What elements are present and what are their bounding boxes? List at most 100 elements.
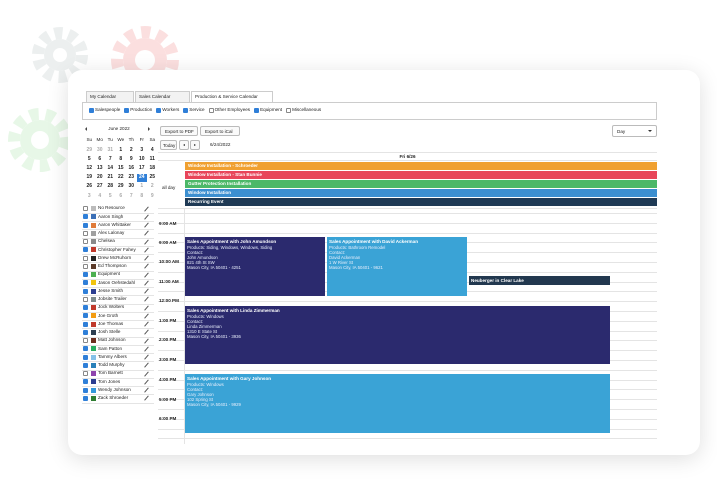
- resource-name: Chelsea: [98, 238, 115, 244]
- event-detail: 1 W River St: [329, 260, 354, 265]
- day-cell[interactable]: 16: [128, 165, 135, 172]
- filter-checkbox[interactable]: [208, 108, 214, 113]
- day-cell[interactable]: 9: [150, 192, 154, 199]
- resource-checkbox[interactable]: [83, 272, 88, 277]
- filter-checkbox[interactable]: [124, 108, 130, 113]
- resource-checkbox[interactable]: [83, 206, 88, 211]
- resource-checkbox[interactable]: [83, 255, 88, 261]
- day-cell[interactable]: 31: [107, 146, 114, 153]
- day-cell[interactable]: 3: [140, 146, 144, 153]
- tab[interactable]: My Calendar: [86, 91, 134, 102]
- day-cell[interactable]: 22: [117, 174, 124, 181]
- day-cell[interactable]: 25: [149, 174, 156, 181]
- date-picker[interactable]: 6/24/2022: [210, 141, 231, 147]
- resource-checkbox[interactable]: [83, 346, 88, 352]
- today-button[interactable]: Today: [160, 140, 177, 150]
- day-cell[interactable]: 4: [150, 146, 154, 153]
- resource-checkbox[interactable]: [83, 296, 88, 302]
- all-day-event[interactable]: Window Installation: [185, 189, 657, 197]
- resource-checkbox[interactable]: [83, 371, 88, 376]
- day-cell[interactable]: 1: [140, 183, 144, 190]
- view-select[interactable]: Day: [612, 125, 657, 137]
- resource-divider: [82, 320, 154, 321]
- day-cell[interactable]: 26: [86, 183, 93, 190]
- day-cell[interactable]: 19: [86, 174, 93, 181]
- day-cell[interactable]: 17: [138, 165, 145, 172]
- all-day-event[interactable]: Window Installation - Stan Bunnie: [185, 171, 657, 179]
- resource-checkbox[interactable]: [83, 214, 88, 220]
- day-cell[interactable]: 3: [87, 192, 91, 199]
- day-cell[interactable]: 27: [96, 183, 103, 190]
- all-day-event[interactable]: Recurring Event: [185, 198, 657, 206]
- resource-checkbox[interactable]: [83, 354, 88, 360]
- export-ical[interactable]: Export to iCal: [200, 126, 240, 136]
- all-day-event[interactable]: Gutter Protection Installation: [185, 180, 657, 188]
- resource-checkbox[interactable]: [83, 263, 88, 269]
- day-cell[interactable]: 10: [138, 155, 145, 162]
- day-cell[interactable]: 23: [128, 174, 135, 181]
- day-cell[interactable]: 28: [107, 183, 114, 190]
- day-cell[interactable]: 1: [119, 146, 123, 153]
- all-day-event[interactable]: Window Installation - Schroeder: [185, 162, 657, 170]
- day-cell[interactable]: 29: [86, 146, 93, 153]
- tab[interactable]: Production & Service Calendar: [191, 91, 273, 102]
- resource-checkbox[interactable]: [83, 230, 88, 236]
- resource-checkbox[interactable]: [83, 280, 88, 286]
- resource-checkbox[interactable]: [83, 247, 88, 253]
- day-cell[interactable]: 7: [108, 155, 112, 162]
- resource-name: Tom Barnett: [98, 370, 123, 376]
- resource-checkbox[interactable]: [83, 338, 88, 343]
- export-pdf[interactable]: Export to PDF: [160, 126, 198, 136]
- day-cell[interactable]: 4: [98, 192, 102, 199]
- day-cell[interactable]: 30: [96, 146, 103, 153]
- resource-name: No Resource: [98, 205, 125, 211]
- day-cell[interactable]: 8: [140, 192, 144, 199]
- day-cell[interactable]: 18: [149, 165, 156, 172]
- resource-checkbox[interactable]: [83, 305, 88, 310]
- day-cell[interactable]: 20: [96, 174, 103, 181]
- tab[interactable]: Sales Calendar: [135, 91, 190, 102]
- day-cell[interactable]: 2: [129, 146, 133, 153]
- month-next[interactable]: [148, 127, 150, 131]
- day-cell[interactable]: 8: [119, 155, 123, 162]
- event[interactable]: [185, 306, 610, 364]
- day-cell[interactable]: 12: [86, 165, 93, 172]
- resource-checkbox[interactable]: [83, 239, 88, 244]
- event[interactable]: [469, 276, 610, 285]
- day-cell[interactable]: 15: [117, 165, 124, 172]
- day-cell[interactable]: 2: [150, 183, 154, 190]
- event-detail: Contact:: [187, 250, 204, 255]
- event[interactable]: [185, 237, 325, 296]
- day-cell[interactable]: 6: [98, 155, 102, 162]
- day-cell[interactable]: 24: [136, 173, 147, 182]
- filter-checkbox[interactable]: [183, 108, 189, 113]
- resource-checkbox[interactable]: [83, 387, 88, 393]
- day-cell[interactable]: 21: [107, 174, 114, 181]
- day-cell[interactable]: 30: [128, 183, 135, 190]
- day-cell[interactable]: 6: [119, 192, 123, 199]
- month-prev[interactable]: [85, 127, 87, 131]
- resource-checkbox[interactable]: [83, 362, 88, 368]
- day-cell[interactable]: 13: [96, 165, 103, 172]
- day-cell[interactable]: 7: [129, 192, 133, 199]
- day-cell[interactable]: 11: [149, 155, 155, 162]
- resource-checkbox[interactable]: [83, 321, 88, 327]
- event[interactable]: [185, 374, 610, 433]
- resource-checkbox[interactable]: [83, 313, 88, 319]
- day-cell[interactable]: 9: [129, 155, 133, 162]
- filter-checkbox[interactable]: [156, 108, 162, 113]
- filter-checkbox[interactable]: [254, 108, 260, 113]
- day-cell[interactable]: 14: [107, 165, 114, 172]
- resource-checkbox[interactable]: [83, 379, 88, 385]
- resource-checkbox[interactable]: [83, 222, 88, 228]
- resource-checkbox[interactable]: [83, 329, 88, 335]
- event[interactable]: [327, 237, 467, 296]
- header-line: [158, 208, 657, 209]
- resource-checkbox[interactable]: [83, 288, 88, 294]
- filter-checkbox[interactable]: [89, 108, 94, 113]
- resource-checkbox[interactable]: [83, 395, 88, 401]
- day-cell[interactable]: 5: [108, 192, 112, 199]
- day-cell[interactable]: 5: [87, 155, 91, 162]
- day-cell[interactable]: 29: [117, 183, 124, 190]
- filter-checkbox[interactable]: [286, 108, 292, 113]
